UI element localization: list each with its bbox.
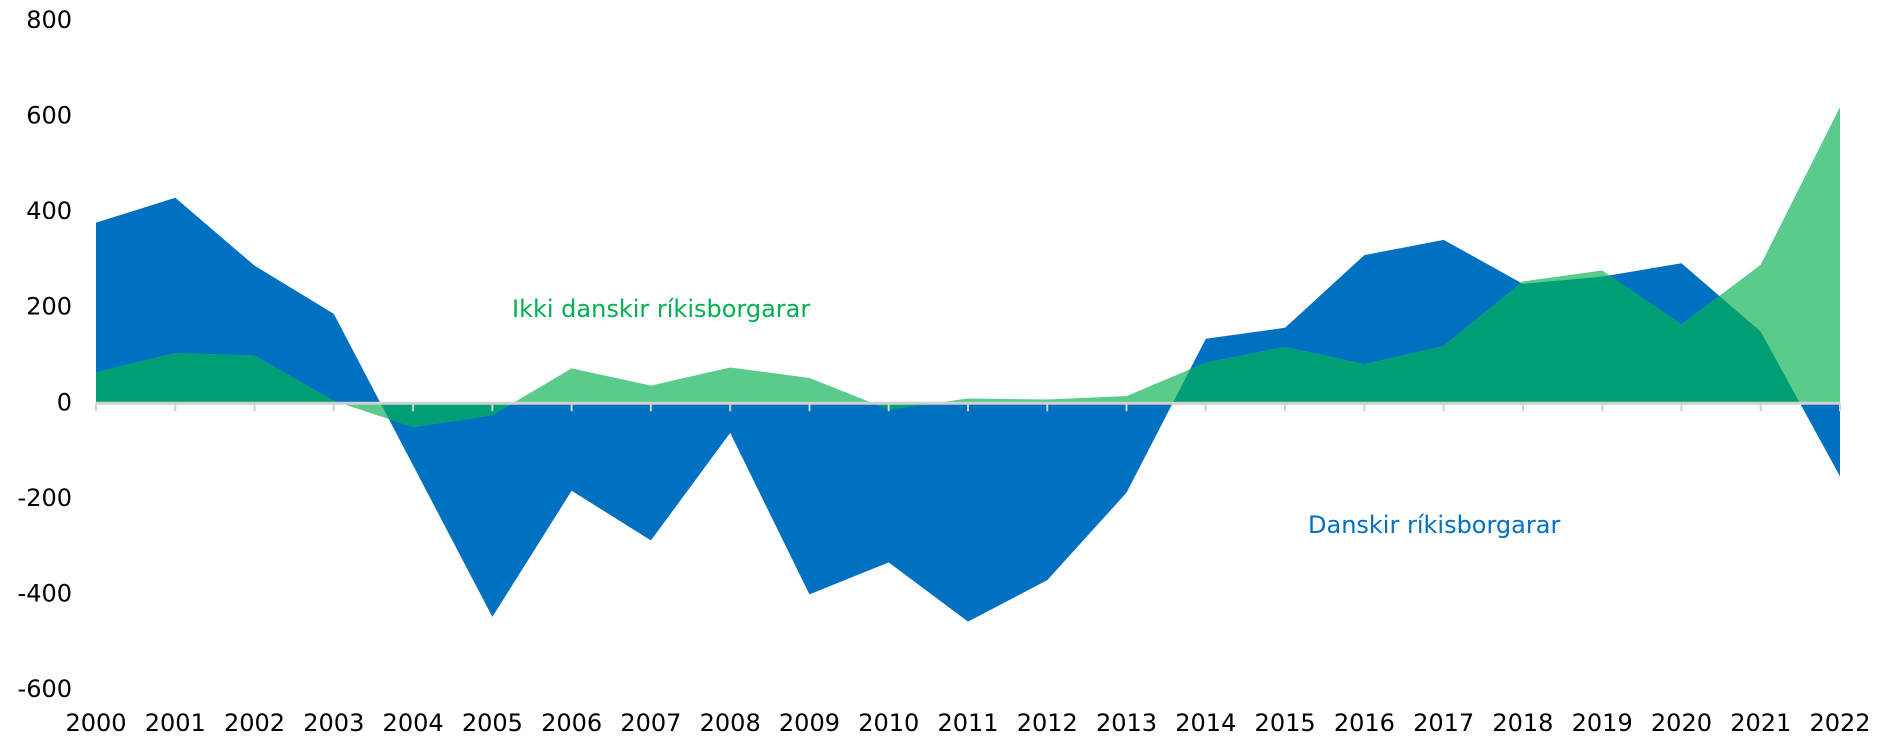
x-tick-label: 2006 [541,709,602,737]
x-tick-label: 2002 [224,709,285,737]
y-tick-label: -400 [18,579,72,607]
x-tick-label: 2016 [1334,709,1395,737]
x-tick-label: 2008 [700,709,761,737]
y-tick-label: 0 [57,388,72,416]
y-tick-label: 600 [26,102,72,130]
x-tick-label: 2022 [1809,709,1870,737]
x-tick-label: 2004 [383,709,444,737]
x-tick-label: 2015 [1255,709,1316,737]
overlap-area [96,197,1840,428]
x-tick-label: 2005 [462,709,523,737]
y-tick-label: -600 [18,675,72,703]
x-tick-label: 2019 [1572,709,1633,737]
y-tick-label: 800 [26,6,72,34]
x-tick-label: 2012 [1017,709,1078,737]
series-label: Ikki danskir ríkisborgarar [512,295,810,323]
y-tick-label: -200 [18,484,72,512]
y-tick-label: 200 [26,293,72,321]
x-tick-label: 2007 [620,709,681,737]
x-tick-label: 2000 [65,709,126,737]
x-tick-label: 2020 [1651,709,1712,737]
x-tick-label: 2011 [937,709,998,737]
x-tick-label: 2018 [1492,709,1553,737]
x-tick-label: 2010 [858,709,919,737]
x-tick-label: 2021 [1730,709,1791,737]
x-tick-label: 2001 [145,709,206,737]
x-tick-label: 2003 [303,709,364,737]
y-tick-label: 400 [26,197,72,225]
x-tick-label: 2014 [1175,709,1236,737]
x-tick-label: 2017 [1413,709,1474,737]
x-tick-label: 2009 [779,709,840,737]
series-label: Danskir ríkisborgarar [1308,511,1560,539]
x-tick-label: 2013 [1096,709,1157,737]
